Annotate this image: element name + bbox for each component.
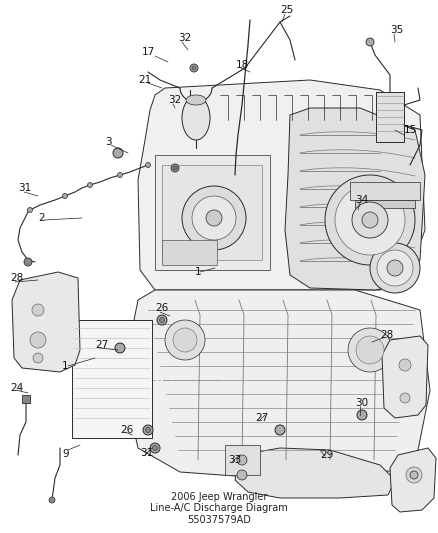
Circle shape [335, 185, 405, 255]
Polygon shape [390, 448, 436, 512]
Text: 2006 Jeep Wrangler
Line-A/C Discharge Diagram
55037579AD: 2006 Jeep Wrangler Line-A/C Discharge Di… [150, 492, 288, 525]
Bar [155, 155, 270, 270]
Polygon shape [138, 80, 425, 290]
Bar [225, 445, 260, 475]
Circle shape [370, 243, 420, 293]
Circle shape [165, 320, 205, 360]
Text: 18: 18 [236, 60, 249, 70]
Polygon shape [12, 272, 80, 372]
Circle shape [88, 182, 92, 188]
Circle shape [356, 336, 384, 364]
Text: 25: 25 [280, 5, 293, 15]
Text: 26: 26 [155, 303, 168, 313]
Text: 1: 1 [62, 361, 69, 371]
Text: 28: 28 [10, 273, 23, 283]
Circle shape [377, 250, 413, 286]
Circle shape [399, 359, 411, 371]
Bar [350, 182, 420, 200]
Text: 2: 2 [38, 213, 45, 223]
Text: 26: 26 [120, 425, 133, 435]
Circle shape [33, 353, 43, 363]
Polygon shape [235, 448, 395, 498]
Circle shape [237, 455, 247, 465]
Circle shape [157, 315, 167, 325]
Circle shape [348, 328, 392, 372]
Circle shape [24, 258, 32, 266]
Circle shape [171, 164, 179, 172]
Bar [72, 320, 152, 438]
Text: 33: 33 [228, 455, 241, 465]
Ellipse shape [186, 95, 206, 105]
Text: 28: 28 [380, 330, 393, 340]
Text: 3: 3 [105, 137, 112, 147]
Text: 34: 34 [355, 195, 368, 205]
Text: 31: 31 [140, 448, 153, 458]
Text: 9: 9 [62, 449, 69, 459]
Circle shape [49, 497, 55, 503]
Circle shape [63, 193, 67, 198]
Text: 31: 31 [18, 183, 31, 193]
Text: 32: 32 [178, 33, 191, 43]
Text: 15: 15 [404, 125, 417, 135]
Text: 27: 27 [255, 413, 268, 423]
Circle shape [145, 163, 151, 167]
Circle shape [32, 304, 44, 316]
Bar [355, 200, 415, 208]
Text: 1: 1 [195, 267, 201, 277]
Text: 32: 32 [168, 95, 181, 105]
Circle shape [143, 425, 153, 435]
Circle shape [182, 186, 246, 250]
Bar [376, 92, 404, 142]
Circle shape [387, 260, 403, 276]
Text: 30: 30 [355, 398, 368, 408]
Bar [162, 240, 217, 265]
Circle shape [150, 443, 160, 453]
Circle shape [192, 196, 236, 240]
Circle shape [173, 328, 197, 352]
Polygon shape [382, 336, 428, 418]
Text: 24: 24 [10, 383, 23, 393]
Circle shape [206, 210, 222, 226]
Circle shape [173, 166, 177, 170]
Bar [22, 395, 30, 403]
Circle shape [145, 427, 151, 432]
Circle shape [190, 64, 198, 72]
Circle shape [159, 318, 165, 322]
Ellipse shape [182, 96, 210, 140]
Circle shape [362, 212, 378, 228]
Circle shape [406, 467, 422, 483]
Circle shape [192, 66, 196, 70]
Text: 35: 35 [390, 25, 403, 35]
Circle shape [113, 148, 123, 158]
Text: 21: 21 [138, 75, 151, 85]
Circle shape [400, 393, 410, 403]
Circle shape [275, 425, 285, 435]
Circle shape [115, 343, 125, 353]
Circle shape [28, 207, 32, 213]
Circle shape [366, 38, 374, 46]
Polygon shape [125, 290, 430, 480]
Circle shape [30, 332, 46, 348]
Text: 29: 29 [320, 450, 333, 460]
Circle shape [117, 173, 123, 177]
Circle shape [410, 471, 418, 479]
Circle shape [352, 202, 388, 238]
Text: 27: 27 [95, 340, 108, 350]
Circle shape [325, 175, 415, 265]
Polygon shape [285, 108, 425, 290]
Circle shape [152, 446, 158, 450]
Circle shape [357, 410, 367, 420]
Bar [162, 165, 262, 260]
Text: 17: 17 [142, 47, 155, 57]
Circle shape [237, 470, 247, 480]
